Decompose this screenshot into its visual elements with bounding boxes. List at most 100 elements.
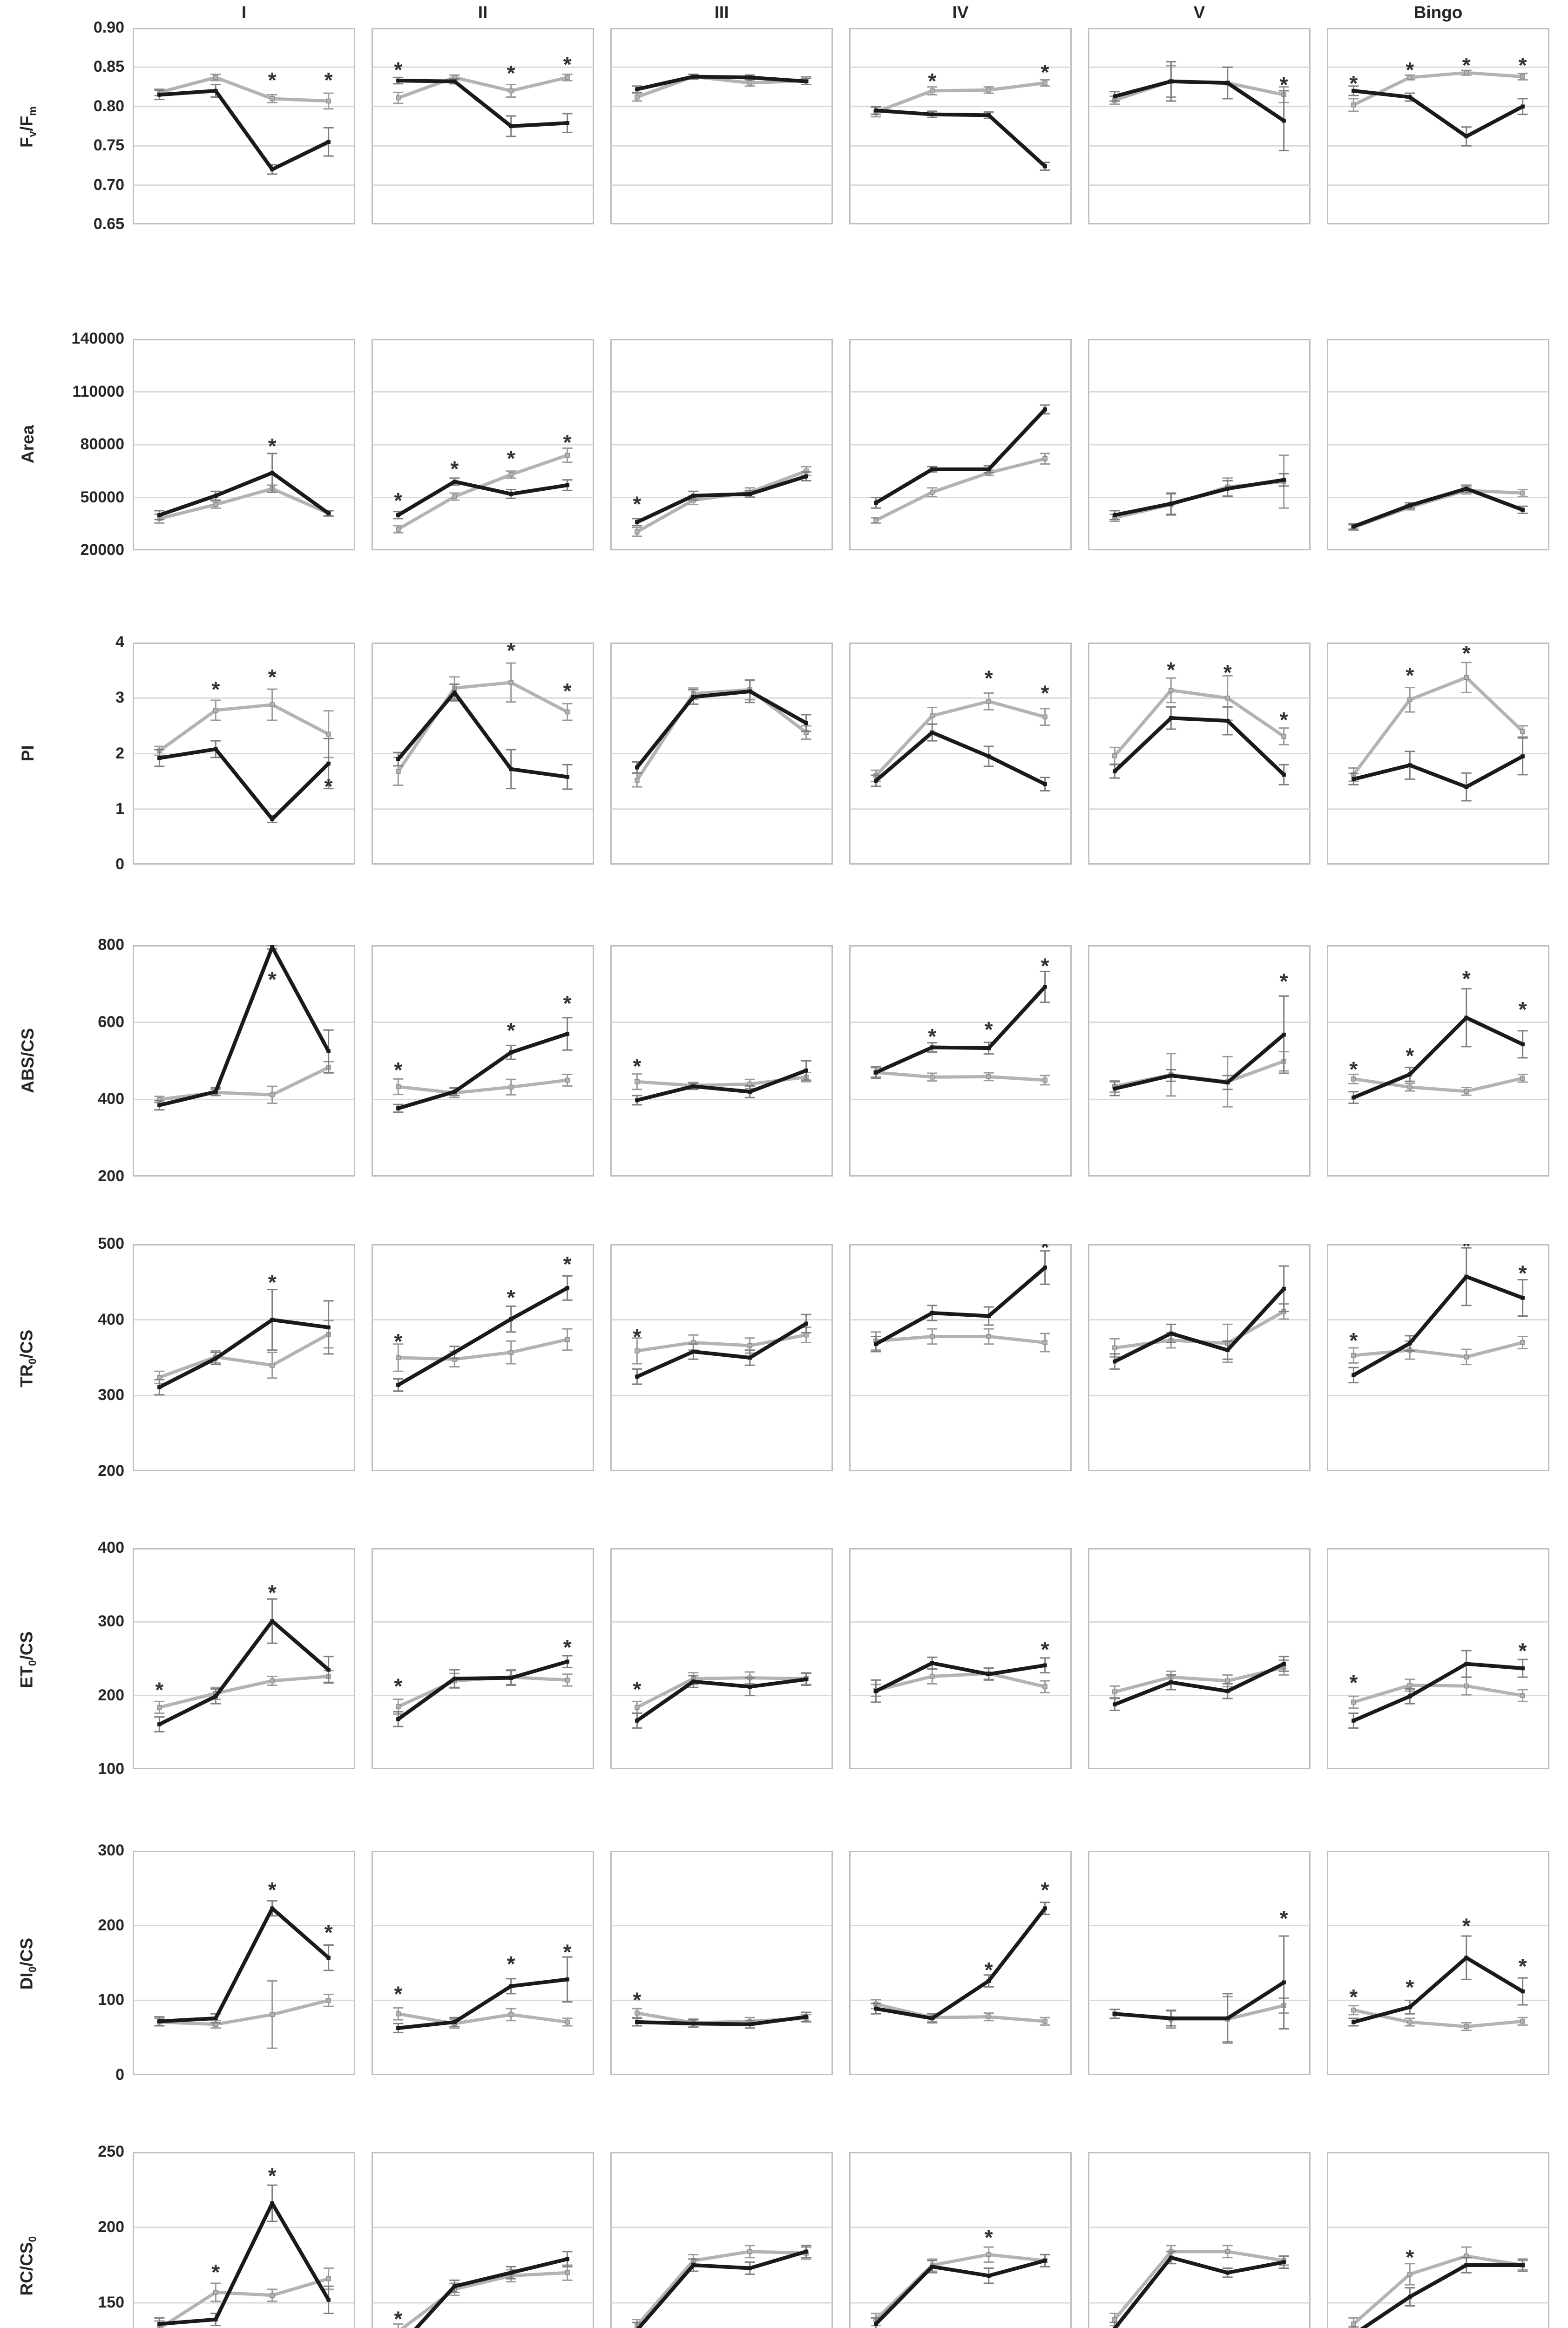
axis-label-text: /F [17,115,36,131]
y-tick-label: 3 [115,689,124,707]
y-tick-label: 400 [98,1090,124,1108]
axis-label-text: RC/CS [17,2242,36,2296]
line-chart-Bingo-row6: * * [1327,1548,1549,1769]
significance-star: * [1280,73,1288,97]
y-tick-label: 0.70 [93,176,124,194]
line-chart-II-row8: * [372,2152,594,2328]
line-chart-III-row5: * [610,1244,833,1471]
significance-star: * [1406,1975,1414,1999]
significance-star: * [1462,1244,1471,1258]
y-tick-label: 400 [98,1539,124,1557]
line-chart-IV-row4: * * * [849,945,1072,1177]
chart-plot-area: * * * [372,1244,594,1471]
significance-star: * [1519,53,1527,77]
significance-star: * [1519,1639,1527,1663]
significance-star: * [1349,1671,1358,1695]
y-tick-label: 1 [115,799,124,818]
chart-plot-area: ** [133,28,355,224]
chart-plot-area: ** [1327,641,1549,865]
chart-plot-area: * * * * [372,339,594,550]
axis-label-text: TR [17,1364,36,1387]
significance-star: * [1349,1985,1358,2009]
significance-star: * [268,2164,277,2188]
line-chart-IV-row5: * [849,1235,1072,1471]
significance-star: * [563,430,572,454]
line-chart-III-row3 [610,643,833,865]
significance-star: * [1349,1328,1358,1353]
row-axis-label: Fv/Fm [17,71,39,183]
line-chart-II-row5: * * * [372,1244,594,1471]
line-chart-II-row3: * * [372,638,594,865]
chart-plot-area [1088,339,1311,550]
chart-plot-area: ** [133,2152,355,2328]
chart-plot-area: ** [133,1851,355,2075]
significance-star: * [1349,1057,1358,1082]
chart-plot-area: * * * [133,643,355,865]
line-chart-II-row4: * * * [372,945,594,1177]
significance-star: * [928,69,936,93]
chart-plot-area: * [849,2152,1072,2328]
y-tick-label: 200 [98,2218,124,2236]
chart-plot-area [849,339,1072,550]
y-tick-label: 0 [115,855,124,873]
significance-star: * [1280,969,1288,994]
y-tick-label: 2 [115,744,124,762]
significance-star: * [1041,1244,1049,1259]
significance-star: * [1406,2245,1414,2269]
y-tick-label: 300 [98,1841,124,1859]
significance-star: * [633,1325,641,1349]
significance-star: * [1462,1914,1471,1938]
line-chart-IV-row3: * * [849,643,1072,865]
axis-label-subscript: 0 [26,2236,39,2242]
chart-plot-area: * * * [372,1851,594,2075]
chart-plot-area [1327,339,1549,550]
chart-plot-area [1088,1244,1311,1471]
y-tick-label: 0.90 [93,19,124,36]
significance-star: * [394,1058,402,1082]
line-chart-I-row4: * [133,944,355,1177]
chart-plot-area: * * * [372,28,594,224]
axis-label-subscript: 0 [26,1966,39,1973]
axis-label-text: ET [17,1665,36,1688]
line-chart-IV-row1: * * [849,28,1072,224]
chart-plot-area: ** [133,1548,355,1769]
significance-star: * [1167,658,1175,682]
line-chart-Bingo-row8: * [1327,2152,1549,2328]
chart-plot-area: ** [1327,1548,1549,1769]
chart-plot-area: * [849,1548,1072,1769]
y-tick-label: 110000 [72,382,124,400]
axis-label-text: ABS/CS [18,1028,37,1093]
line-chart-Bingo-row3: * * [1327,641,1549,865]
line-chart-III-row2: * [610,339,833,550]
line-chart-V-row4: * [1088,945,1311,1177]
significance-star: * [507,1018,515,1042]
line-chart-I-row6: * * [133,1548,355,1769]
significance-star: * [1519,1954,1527,1978]
y-tick-label: 400 [98,1310,124,1328]
y-tick-label: 200 [98,1916,124,1934]
chart-plot-area [610,643,833,865]
chart-plot-area [1088,1548,1311,1769]
y-tick-label: 200 [98,1462,124,1480]
line-chart-III-row1 [610,28,833,224]
significance-star: * [1041,60,1049,84]
significance-star: * [985,1958,993,1982]
significance-star: * [1519,1261,1527,1285]
significance-star: * [268,665,277,689]
line-chart-V-row8 [1088,2152,1311,2328]
chart-plot-area: * [372,2152,594,2328]
chart-plot-area: * [133,1244,355,1471]
chart-plot-area: * [610,1548,833,1769]
significance-star: * [1223,661,1232,685]
line-chart-Bingo-row2 [1327,339,1549,550]
significance-star: * [394,1674,402,1699]
significance-star: * [211,677,220,701]
significance-star: * [268,434,277,458]
y-tick-label: 0.65 [93,215,124,233]
chart-plot-area: ** [849,643,1072,865]
line-chart-V-row1: * [1088,28,1311,224]
significance-star: * [507,1952,515,1976]
significance-star: * [1462,53,1471,77]
significance-star: * [633,1054,641,1078]
significance-star: * [155,1678,163,1702]
